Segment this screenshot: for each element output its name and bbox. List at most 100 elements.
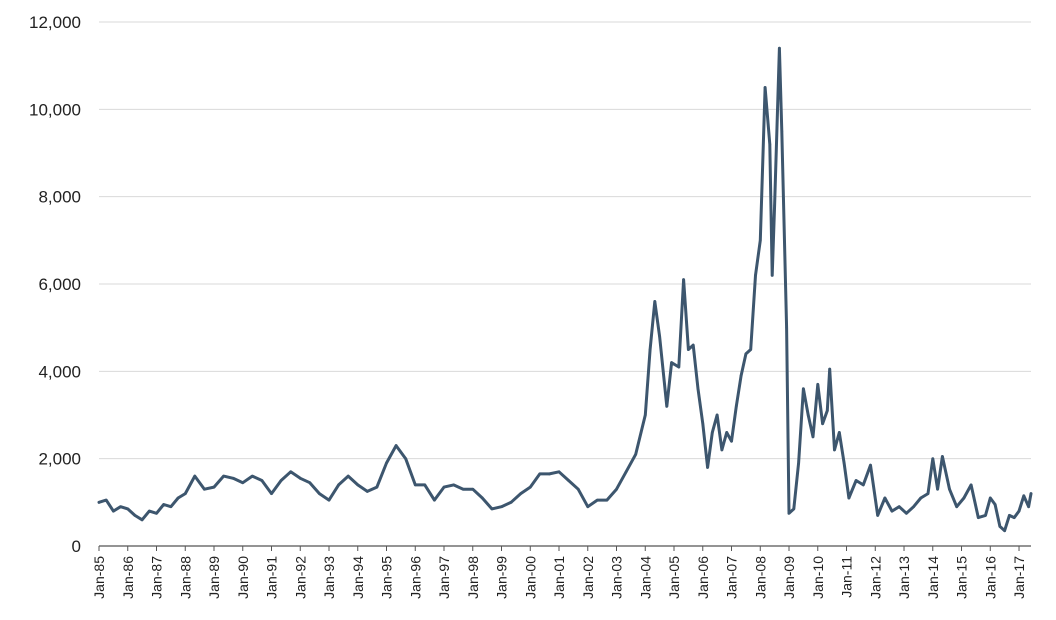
- data-point: [260, 479, 264, 482]
- x-tick-label: Jan-01: [551, 556, 567, 599]
- x-tick-label: Jan-17: [1011, 556, 1027, 599]
- x-tick-label: Jan-89: [206, 556, 222, 599]
- x-tick-label: Jan-91: [264, 556, 280, 599]
- data-point: [452, 483, 455, 487]
- data-point: [509, 501, 513, 504]
- data-point: [576, 487, 580, 491]
- data-point: [696, 387, 700, 391]
- data-point: [842, 461, 846, 465]
- data-point: [648, 348, 652, 351]
- data-point: [140, 518, 144, 522]
- y-tick-label: 8,000: [38, 188, 81, 207]
- x-tick-label: Jan-12: [867, 556, 883, 599]
- data-point: [744, 352, 748, 356]
- data-point: [557, 470, 561, 474]
- data-point: [279, 479, 283, 482]
- x-tick-label: Jan-03: [609, 556, 625, 599]
- data-point: [811, 435, 815, 439]
- data-point: [828, 367, 832, 371]
- data-point: [730, 439, 733, 443]
- data-point: [605, 498, 609, 502]
- data-point: [936, 487, 939, 491]
- data-point: [394, 444, 398, 447]
- series-layer: [97, 46, 1033, 533]
- x-tick-label: Jan-15: [954, 556, 970, 599]
- data-point: [948, 487, 951, 491]
- x-tick-label: Jan-98: [465, 556, 481, 599]
- y-axis: 0 2,000 4,000 6,000 8,000 10,000 12,000: [29, 13, 81, 556]
- data-point: [193, 474, 197, 478]
- data-point: [838, 431, 841, 434]
- data-point: [758, 239, 762, 242]
- data-point: [826, 409, 829, 412]
- data-point: [490, 507, 494, 511]
- data-point: [701, 422, 705, 426]
- data-point: [385, 461, 388, 465]
- gridlines: [99, 21, 1031, 460]
- x-tick-label: Jan-13: [896, 556, 912, 599]
- data-point: [706, 466, 709, 469]
- data-point: [586, 505, 590, 509]
- data-point: [1003, 529, 1006, 533]
- x-tick-label: Jan-88: [177, 556, 193, 599]
- data-point: [869, 463, 872, 467]
- data-point: [890, 509, 894, 513]
- data-point: [1027, 505, 1030, 509]
- x-tick-label: Jan-14: [925, 556, 941, 599]
- data-point: [780, 129, 784, 133]
- data-point: [119, 505, 122, 509]
- data-point: [289, 470, 292, 474]
- x-tick-label: Jan-06: [695, 556, 711, 599]
- data-point: [691, 343, 695, 347]
- data-point: [155, 511, 158, 515]
- data-point: [337, 483, 340, 487]
- data-point: [1008, 514, 1011, 517]
- data-point: [749, 348, 752, 351]
- y-tick-label: 6,000: [38, 275, 81, 294]
- data-point: [251, 474, 254, 478]
- data-point: [735, 404, 738, 408]
- data-point: [768, 142, 772, 146]
- x-tick-label: Jan-95: [379, 556, 395, 599]
- data-point: [797, 461, 800, 465]
- y-tick-label: 10,000: [29, 100, 81, 119]
- data-point: [785, 326, 788, 329]
- y-tick-label: 0: [72, 537, 81, 556]
- data-point: [816, 383, 820, 386]
- data-point: [739, 374, 743, 378]
- data-point: [682, 278, 685, 281]
- data-point: [126, 507, 130, 511]
- data-point: [861, 483, 865, 487]
- x-tick-label: Jan-87: [149, 556, 165, 599]
- data-point: [413, 483, 417, 487]
- data-point: [653, 300, 657, 303]
- data-point: [998, 525, 1002, 528]
- x-tick-label: Jan-08: [752, 556, 768, 599]
- data-point: [203, 487, 206, 491]
- data-point: [833, 448, 836, 452]
- data-point: [1012, 516, 1016, 519]
- data-point: [104, 498, 108, 502]
- data-point: [176, 496, 180, 500]
- data-point: [792, 507, 796, 511]
- data-point: [162, 503, 165, 506]
- data-point: [905, 511, 908, 515]
- data-point: [212, 485, 216, 489]
- data-point: [847, 496, 851, 500]
- x-tick-label: Jan-96: [407, 556, 423, 599]
- data-point: [596, 498, 599, 502]
- data-point: [471, 487, 475, 491]
- data-point: [969, 483, 973, 487]
- data-point: [955, 505, 959, 509]
- data-point: [615, 487, 618, 491]
- x-tick-label: Jan-85: [91, 556, 107, 599]
- data-point: [500, 505, 503, 509]
- data-point: [876, 514, 879, 517]
- data-point: [148, 509, 151, 513]
- data-point: [433, 498, 436, 502]
- data-point: [802, 387, 805, 391]
- data-point: [962, 496, 966, 500]
- data-point: [778, 46, 781, 50]
- data-point: [773, 204, 776, 207]
- data-point: [912, 505, 915, 509]
